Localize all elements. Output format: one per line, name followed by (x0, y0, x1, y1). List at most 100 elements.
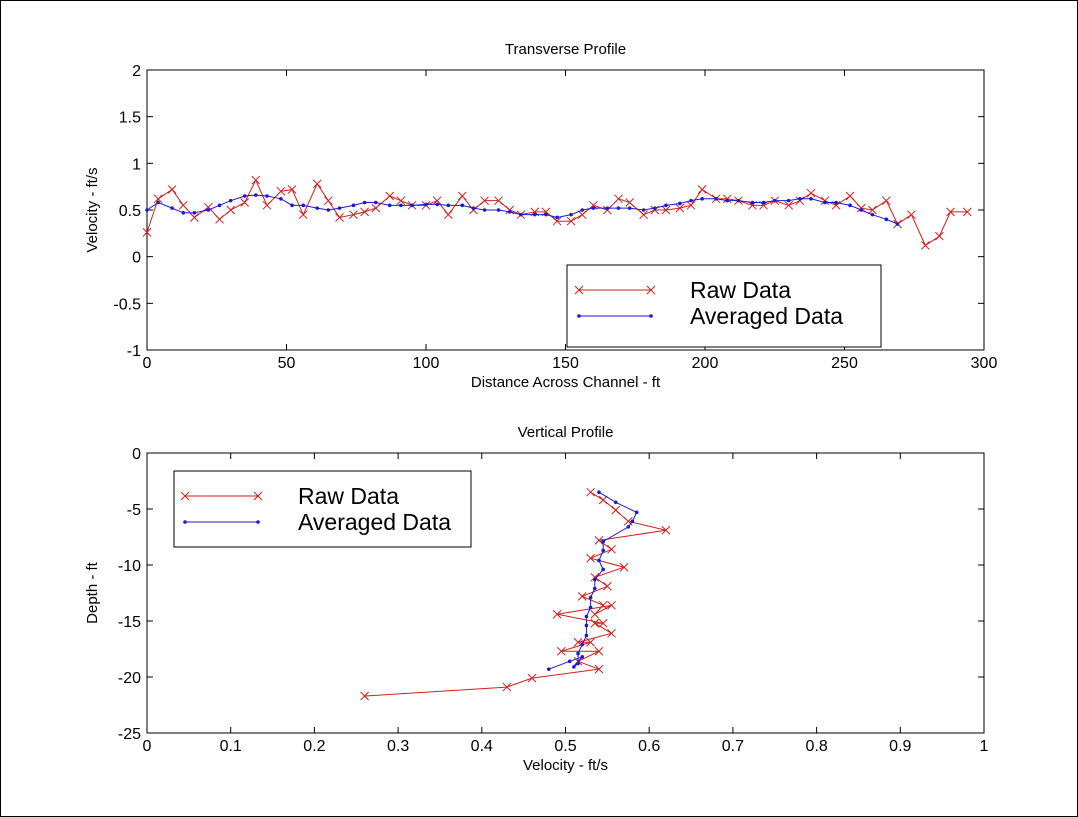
data-point (349, 210, 358, 220)
data-point (661, 205, 671, 215)
data-point (736, 198, 741, 203)
x-tick-label: 100 (413, 355, 440, 372)
x-tick-label: 0.3 (387, 738, 409, 755)
series-line (146, 178, 968, 247)
data-point (471, 206, 476, 210)
data-point (298, 210, 308, 220)
legend-marker (649, 314, 653, 318)
data-point (432, 196, 442, 206)
x-tick-label: 0.5 (554, 738, 576, 755)
data-point (664, 203, 668, 208)
data-point (634, 510, 639, 515)
data-point (962, 207, 972, 217)
y-tick-label: -5 (127, 502, 141, 519)
x-tick-label: 300 (971, 355, 998, 372)
data-point (611, 505, 621, 515)
legend-label: Averaged Data (690, 303, 843, 329)
data-point (722, 194, 732, 204)
data-point (598, 495, 608, 505)
data-point (588, 595, 593, 600)
data-point (597, 558, 601, 563)
data-point (240, 198, 250, 207)
y-tick-label: 1 (132, 156, 141, 173)
data-point (496, 208, 501, 212)
data-point (251, 175, 261, 185)
data-point (613, 500, 618, 505)
legend-marker (180, 491, 190, 501)
x-tick-label: 1 (980, 738, 989, 755)
data-point (594, 664, 604, 674)
data-point (946, 207, 955, 217)
data-point (572, 665, 576, 669)
data-point (167, 185, 177, 194)
data-point (895, 222, 900, 226)
data-point (170, 206, 174, 210)
legend-marker (183, 520, 187, 524)
data-point (823, 200, 827, 205)
y-tick-label: 1.5 (119, 110, 141, 127)
y-tick-label: -0.5 (113, 296, 141, 313)
x-tick-label: 0 (143, 738, 152, 755)
data-point (226, 205, 236, 215)
data-point (601, 567, 605, 572)
data-point (301, 203, 306, 208)
data-point (566, 216, 576, 226)
data-point (697, 185, 707, 194)
data-point (921, 241, 930, 250)
data-point (435, 202, 439, 207)
data-point (750, 200, 755, 205)
data-point (700, 197, 705, 201)
x-tick-label: 250 (831, 355, 858, 372)
x-tick-label: 0.7 (722, 738, 744, 755)
data-point (362, 200, 367, 205)
data-point (641, 208, 646, 212)
y-tick-label: 2 (132, 63, 141, 80)
data-point (544, 212, 548, 217)
chart-1: Vertical Profile 0 0.1 0.2 0.3 0.4 0.5 0.6 0.7 0.… (84, 424, 989, 774)
data-point (457, 191, 467, 201)
data-point (326, 208, 331, 212)
legend-label: Raw Data (690, 277, 791, 303)
data-point (178, 200, 188, 210)
y-tick-label: -1 (127, 343, 141, 360)
data-point (601, 539, 605, 544)
data-point (598, 618, 608, 628)
data-point (592, 577, 597, 582)
data-point (870, 212, 875, 217)
data-point (502, 682, 512, 692)
data-point (156, 200, 160, 205)
chart-title: Vertical Profile (518, 424, 614, 441)
data-point (590, 618, 600, 628)
data-point (242, 194, 247, 198)
data-point (580, 208, 585, 212)
data-point (607, 544, 616, 554)
data-point (507, 210, 512, 214)
data-point (556, 646, 566, 656)
data-point (602, 581, 612, 591)
legend-marker (646, 285, 656, 295)
data-point (652, 206, 657, 210)
data-point (616, 206, 621, 210)
x-tick-label: 0.4 (471, 738, 493, 755)
data-point (586, 487, 595, 497)
x-tick-label: 0.6 (638, 738, 660, 755)
x-tick-label: 50 (278, 355, 296, 372)
data-point (460, 203, 465, 208)
data-point (598, 600, 608, 610)
x-axis-label: Distance Across Channel - ft (471, 374, 661, 391)
legend-marker (577, 314, 581, 318)
legend-box (173, 470, 472, 548)
series-raw-data (142, 175, 972, 250)
data-point (254, 193, 258, 197)
data-point (323, 196, 333, 206)
chart-0: Transverse Profile 0 50 100 150 200 250 300 -1 -0… (84, 41, 997, 391)
data-point (482, 208, 487, 212)
data-point (626, 525, 631, 529)
data-point (592, 586, 597, 591)
data-point (689, 198, 693, 203)
legend-marker (256, 520, 260, 524)
data-point (335, 213, 344, 222)
data-point (190, 213, 199, 222)
